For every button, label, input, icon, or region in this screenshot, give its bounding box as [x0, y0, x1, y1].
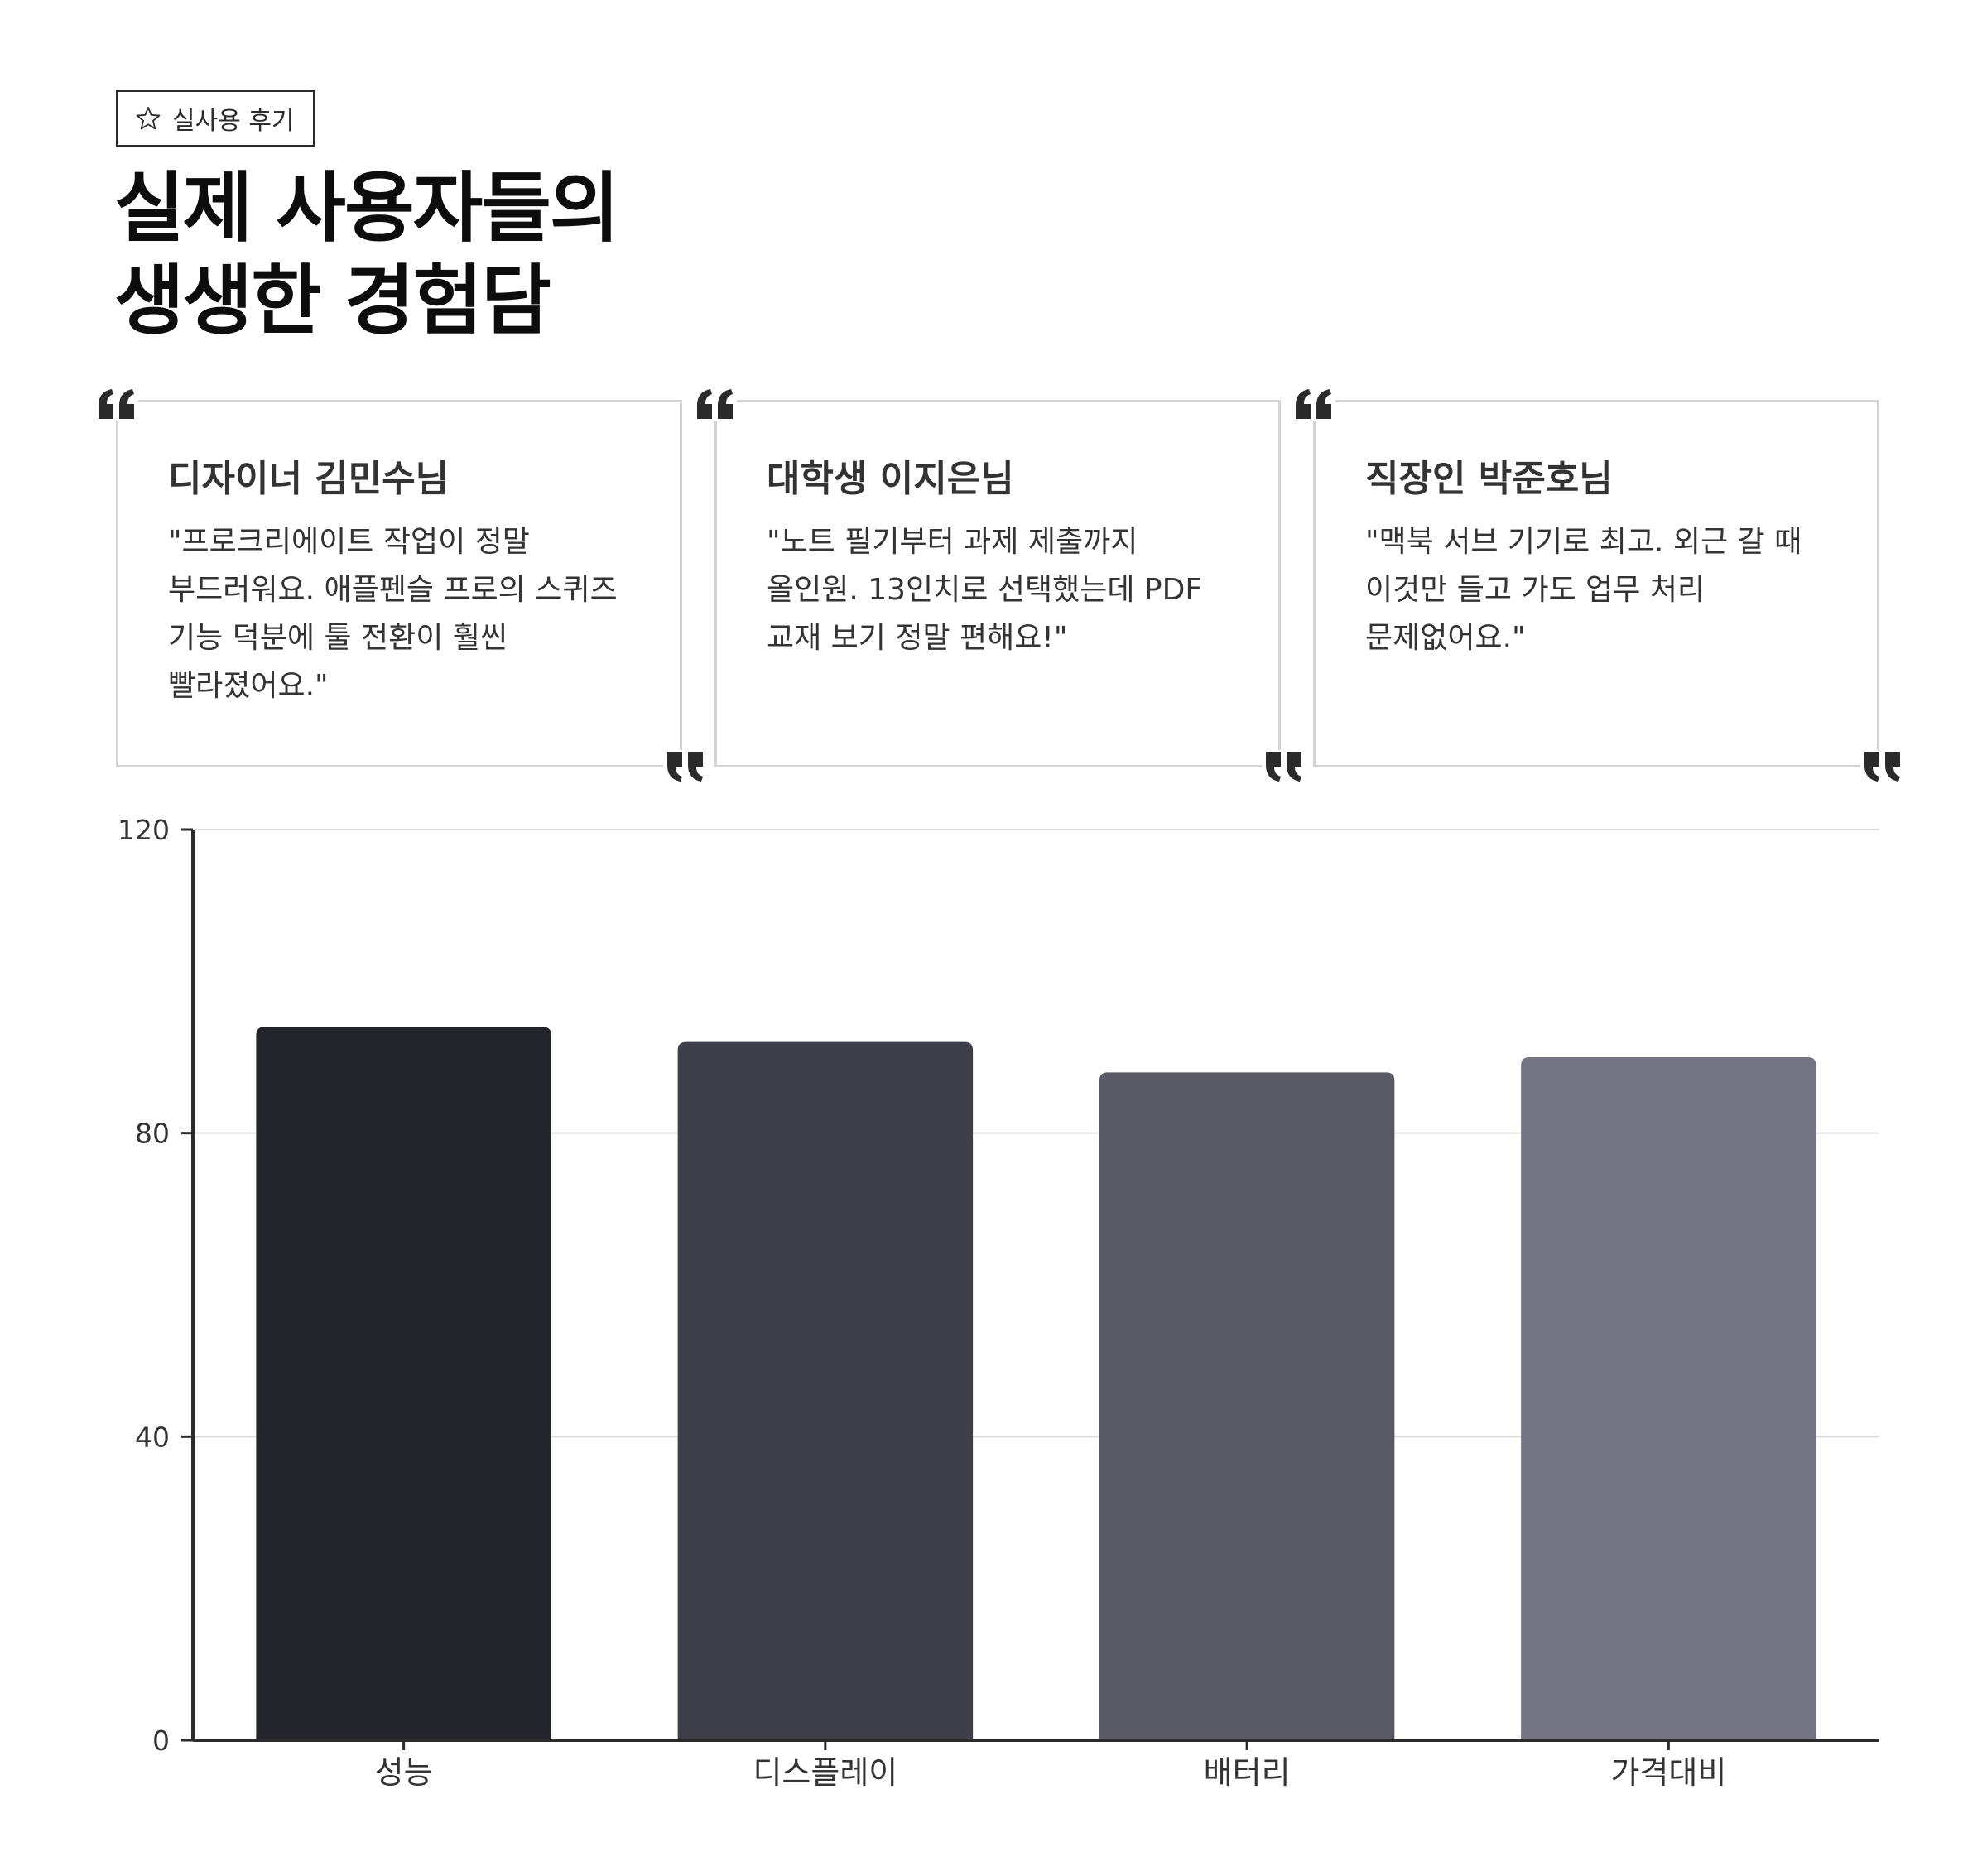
- star-icon: [136, 107, 161, 130]
- open-quote-icon: [1294, 387, 1335, 421]
- testimonial-name: 대학생 이지은님: [767, 458, 1014, 500]
- x-tick-label: 성능: [375, 1754, 433, 1791]
- testimonial-list: 디자이너 김민수님 "프로크리에이트 작업이 정말 부드러워요. 애플펜슬 프로…: [97, 387, 1902, 783]
- bar: [256, 1027, 551, 1740]
- y-tick-label: 40: [135, 1421, 170, 1453]
- testimonial-text: "프로크리에이트 작업이 정말 부드러워요. 애플펜슬 프로의 스퀴즈 기능 덕…: [168, 525, 618, 703]
- chart-canvas: 성능 디스플레이 배터리 가격대비 0 40 80 120: [118, 814, 1879, 1791]
- bar: [1099, 1072, 1395, 1740]
- bar: [677, 1041, 974, 1740]
- close-quote-icon: [1860, 750, 1902, 783]
- close-quote-icon: [1262, 750, 1303, 783]
- open-quote-icon: [97, 387, 138, 421]
- badge-label: 실사용 후기: [172, 107, 295, 136]
- close-quote-icon: [663, 750, 705, 783]
- testimonial-name: 디자이너 김민수님: [168, 458, 450, 500]
- x-tick-label: 디스플레이: [753, 1754, 897, 1791]
- page-title: 실제 사용자들의 생생한 경험담: [114, 162, 620, 348]
- testimonial-card: 디자이너 김민수님 "프로크리에이트 작업이 정말 부드러워요. 애플펜슬 프로…: [97, 387, 705, 783]
- page-title-line-2: 생생한 경험담: [114, 257, 551, 345]
- page-title-line-1: 실제 사용자들의: [114, 164, 620, 253]
- testimonial-name: 직장인 박준호님: [1365, 458, 1613, 500]
- testimonial-card: 대학생 이지은님 "노트 필기부터 과제 제출까지 올인원. 13인치로 선택했…: [695, 387, 1303, 783]
- x-tick-label: 가격대비: [1610, 1754, 1726, 1791]
- open-quote-icon: [695, 387, 737, 421]
- review-badge: 실사용 후기: [116, 90, 315, 147]
- y-tick-label: 80: [135, 1118, 170, 1150]
- y-tick-label: 0: [152, 1724, 170, 1757]
- rating-bar-chart: 성능 디스플레이 배터리 가격대비 0 40 80 120: [0, 795, 1987, 1821]
- testimonial-card: 직장인 박준호님 "맥북 서브 기기로 최고. 외근 갈 때 이것만 들고 가도…: [1294, 387, 1902, 783]
- testimonial-text: "맥북 서브 기기로 최고. 외근 갈 때 이것만 들고 가도 업무 처리 문제…: [1365, 525, 1802, 655]
- x-tick-label: 배터리: [1204, 1754, 1291, 1791]
- bar: [1521, 1057, 1816, 1740]
- testimonial-text: "노트 필기부터 과제 제출까지 올인원. 13인치로 선택했는데 PDF 교재…: [767, 525, 1203, 655]
- y-tick-label: 120: [118, 814, 170, 846]
